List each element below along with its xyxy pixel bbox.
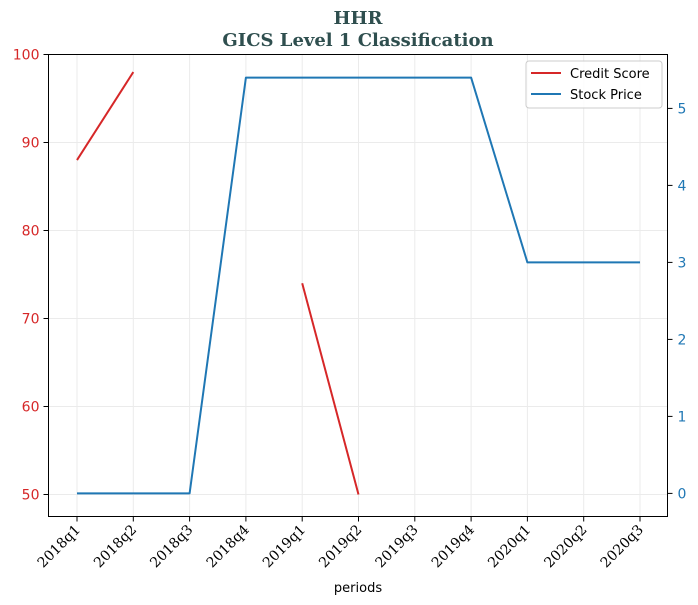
series-layer <box>76 71 640 495</box>
series-line-credit-score <box>76 71 135 161</box>
x-tick-label: 2018q2 <box>91 522 140 571</box>
right-y-tick-label: 4 <box>678 178 687 194</box>
x-tick-label: 2019q3 <box>372 522 421 571</box>
x-tick-label: 2020q1 <box>485 522 534 571</box>
right-y-tick-label: 3 <box>678 255 687 271</box>
x-tick-label: 2018q1 <box>35 522 84 571</box>
left-y-tick-label: 100 <box>13 48 40 64</box>
x-axis-label: periods <box>334 581 382 596</box>
x-tick-label: 2019q1 <box>260 522 309 571</box>
right-y-tick-label: 2 <box>678 332 687 348</box>
legend-label-credit-score: Credit Score <box>570 67 650 82</box>
x-tick-label: 2020q3 <box>598 522 647 571</box>
right-y-tick-label: 0 <box>678 486 687 502</box>
legend: Credit Score Stock Price <box>525 60 663 109</box>
x-tick-label: 2019q2 <box>316 522 365 571</box>
left-y-tick-label: 50 <box>22 488 40 504</box>
legend-label-stock-price: Stock Price <box>570 88 642 103</box>
x-tick-label: 2019q4 <box>429 522 478 571</box>
left-y-tick-label: 90 <box>22 136 40 152</box>
right-y-tick-label: 1 <box>678 409 687 425</box>
right-y-tick-label: 5 <box>678 101 687 117</box>
grid <box>48 54 668 517</box>
series-line-credit-score <box>301 283 360 495</box>
series-line-stock-price <box>77 76 640 495</box>
left-y-tick-label: 60 <box>22 400 40 416</box>
left-y-tick-label: 70 <box>22 312 40 328</box>
left-y-tick-label: 80 <box>22 224 40 240</box>
x-axis: 2018q1 2018q2 2018q3 2018q4 2019q1 2019q2 2019… <box>35 516 647 571</box>
chart-subtitle: GICS Level 1 Classification <box>222 30 493 51</box>
right-axis: 0 1 2 3 4 5 <box>667 101 687 502</box>
x-tick-label: 2018q3 <box>147 522 196 571</box>
chart-title: HHR <box>334 8 384 29</box>
x-tick-label: 2020q2 <box>541 522 590 571</box>
left-axis: 50 60 70 80 90 100 <box>13 48 49 504</box>
x-tick-label: 2018q4 <box>204 522 253 571</box>
